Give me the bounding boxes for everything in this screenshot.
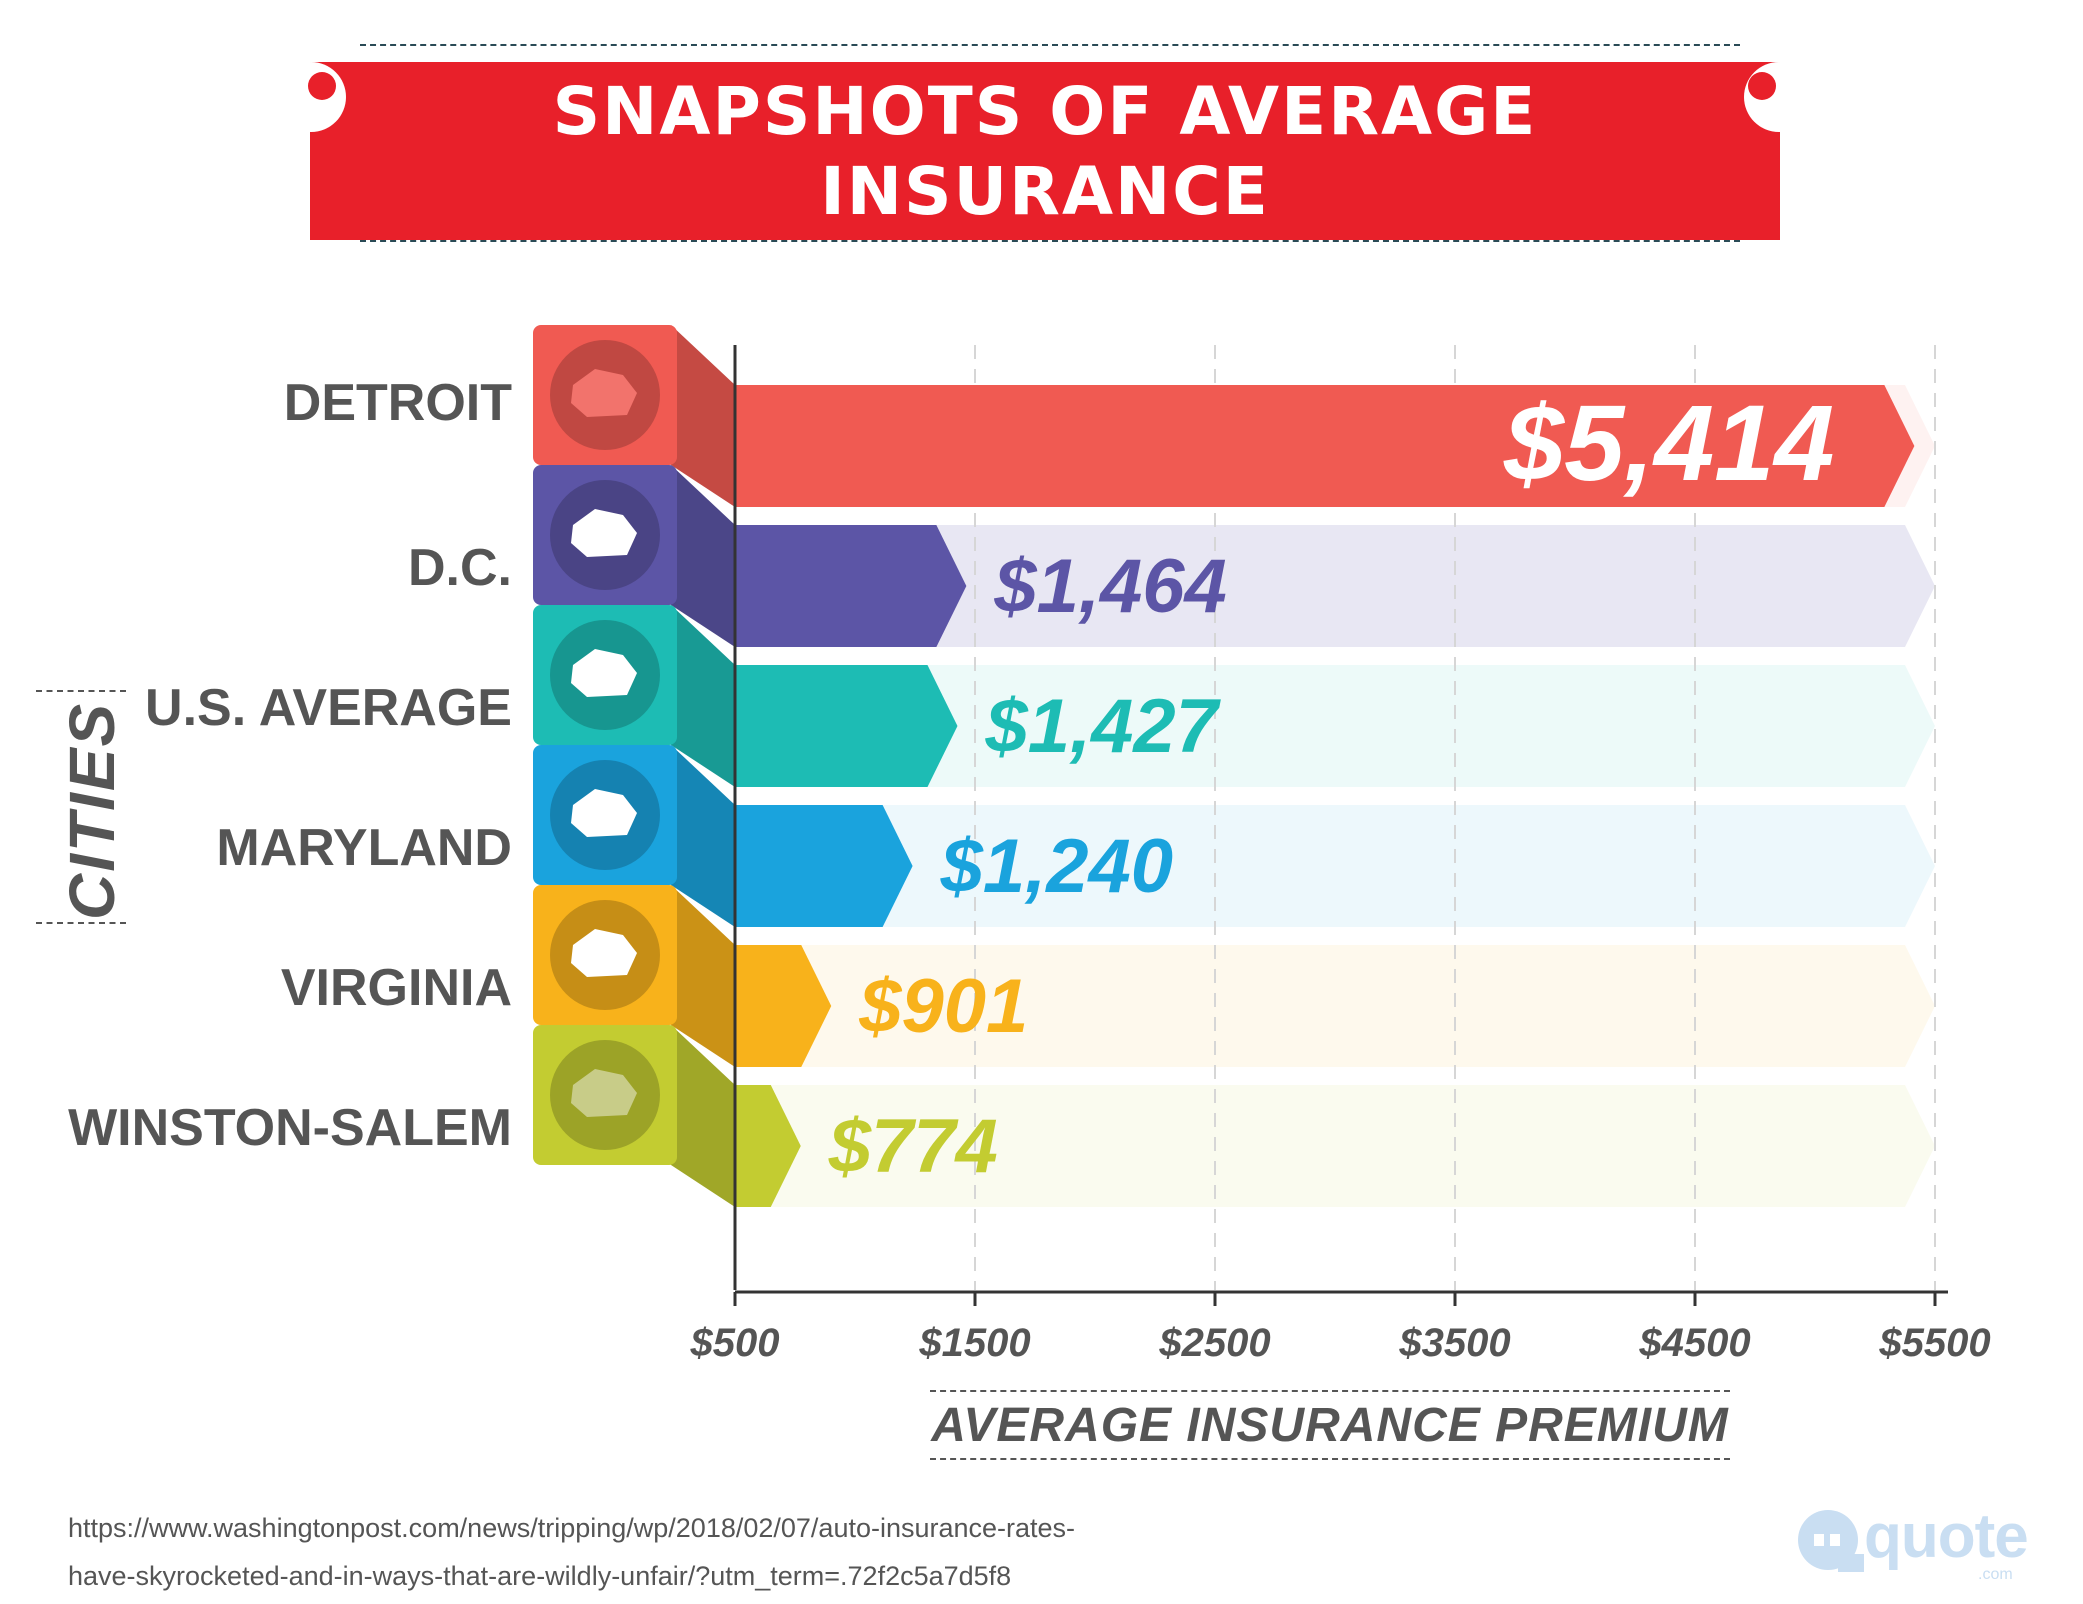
data-label-5: $774: [828, 1104, 998, 1189]
y-axis-title: CITIES: [56, 701, 128, 920]
bar-2: [735, 665, 958, 787]
bar-5: [735, 1085, 801, 1207]
tab-fold-1: [671, 465, 735, 647]
data-label-2: $1,427: [984, 684, 1221, 769]
x-tick-label-0: $500: [690, 1321, 780, 1365]
logo-suffix: .com: [1978, 1566, 2013, 1583]
bar-0: [735, 385, 1915, 507]
x-tick-label-2: $2500: [1158, 1321, 1270, 1365]
michigan-map-icon: [571, 369, 637, 417]
logo-wordmark: quote: [1864, 1502, 2029, 1571]
bar-track-3: [735, 805, 1935, 927]
bar-track-1: [735, 525, 1935, 647]
virginia-map-icon: [571, 929, 637, 977]
tab-fold-5: [671, 1025, 735, 1207]
category-label-1: D.C.: [408, 539, 512, 597]
chart-title: SNAPSHOTS OF AVERAGE INSURANCE PREMIUMS …: [340, 73, 1750, 310]
source-url-line-2[interactable]: have-skyrocketed-and-in-ways-that-are-wi…: [68, 1561, 1012, 1591]
maryland-map-icon: [571, 789, 637, 837]
bar-1: [735, 525, 967, 647]
banner-dot-left: [308, 72, 336, 100]
category-label-2: U.S. AVERAGE: [145, 679, 512, 737]
x-tick-label-3: $3500: [1398, 1321, 1510, 1365]
data-label-1: $1,464: [993, 544, 1226, 629]
data-label-4: $901: [858, 964, 1028, 1049]
data-label-3: $1,240: [940, 824, 1173, 909]
tab-fold-4: [671, 885, 735, 1067]
usa-map-icon: [571, 649, 637, 697]
bar-track-4: [735, 945, 1935, 1067]
dc-map-icon: [571, 509, 637, 557]
banner-dot-right: [1748, 72, 1776, 100]
x-axis-title: AVERAGE INSURANCE PREMIUM: [931, 1399, 1729, 1452]
category-label-4: VIRGINIA: [281, 959, 512, 1017]
y-axis-title-frame: [36, 690, 126, 924]
x-tick-label-4: $4500: [1638, 1321, 1750, 1365]
title-banner: [310, 62, 1780, 240]
tab-fold-3: [671, 745, 735, 927]
title-top-rule: [360, 44, 1740, 46]
tab-fold-0: [671, 325, 735, 507]
category-label-5: WINSTON-SALEM: [68, 1099, 512, 1157]
north-carolina-map-icon-badge: [550, 1040, 660, 1150]
quote-bubble-icon: [1798, 1510, 1864, 1572]
x-axis-title-frame: AVERAGE INSURANCE PREMIUM: [930, 1390, 1730, 1460]
quote-logo: quote .com: [1792, 1502, 2042, 1584]
data-label-0: $5,414: [1503, 382, 1834, 503]
bar-4: [735, 945, 832, 1067]
source-url-line-1[interactable]: https://www.washingtonpost.com/news/trip…: [68, 1513, 1076, 1543]
bar-track-5: [735, 1085, 1935, 1207]
x-tick-label-1: $1500: [918, 1321, 1030, 1365]
banner-notch-left: [276, 62, 346, 132]
category-label-3: MARYLAND: [216, 819, 512, 877]
bar-track-2: [735, 665, 1935, 787]
tab-fold-2: [671, 605, 735, 787]
x-tick-label-5: $5500: [1878, 1321, 1990, 1365]
title-bottom-rule: [360, 240, 1740, 242]
north-carolina-map-icon: [571, 1069, 637, 1117]
category-label-0: DETROIT: [284, 374, 512, 432]
bar-3: [735, 805, 913, 927]
